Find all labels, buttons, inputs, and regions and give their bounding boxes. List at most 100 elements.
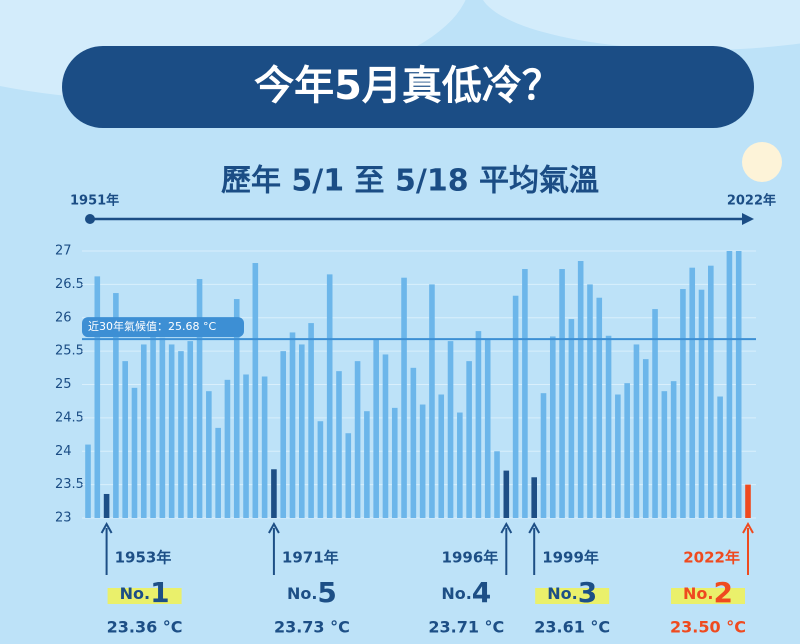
- y-tick-label: 25: [55, 377, 72, 392]
- annotation-arrowhead: [528, 521, 541, 534]
- bar: [233, 299, 240, 518]
- bar: [494, 451, 500, 518]
- annotation-year: 1999年: [542, 549, 599, 567]
- rank-label: No.5: [287, 576, 337, 609]
- bar: [670, 381, 677, 518]
- title-pill: [62, 46, 754, 128]
- bar: [215, 427, 221, 518]
- rank: 2: [713, 576, 732, 609]
- bar: [289, 332, 296, 518]
- bar: [540, 393, 547, 518]
- bar: [224, 379, 231, 518]
- bar: [159, 337, 166, 518]
- bar: [484, 339, 491, 518]
- rank-label: No.2: [683, 576, 733, 609]
- annotation-value: 23.73 °C: [274, 618, 350, 637]
- bar: [577, 261, 584, 518]
- bar: [85, 444, 91, 518]
- annotation-arrowhead: [500, 521, 513, 534]
- annotation-year: 2022年: [683, 549, 740, 567]
- bar: [447, 341, 454, 518]
- bar: [140, 344, 147, 518]
- bar: [299, 344, 305, 518]
- bar: [261, 376, 268, 518]
- bar: [103, 493, 110, 518]
- bar: [466, 361, 472, 518]
- bar: [522, 269, 528, 518]
- rank: 4: [472, 576, 491, 609]
- annotation-value: 23.50 °C: [670, 618, 746, 637]
- rank: 1: [150, 576, 169, 609]
- bar: [708, 265, 714, 518]
- rank-prefix: No.: [287, 584, 317, 603]
- chart-title: 今年5月真低冷？: [254, 63, 562, 109]
- bar: [689, 267, 696, 518]
- bar: [113, 293, 119, 518]
- chart-subtitle: 歷年 5/1 至 5/18 平均氣溫: [221, 164, 599, 199]
- bar: [587, 284, 593, 518]
- bar: [680, 289, 686, 518]
- bar: [187, 341, 194, 518]
- bar: [336, 371, 342, 518]
- rank: 5: [317, 576, 336, 609]
- y-tick-label: 26: [55, 310, 72, 325]
- bar: [503, 470, 510, 518]
- rank-prefix: No.: [547, 584, 577, 603]
- bar: [624, 383, 630, 518]
- bar: [373, 339, 379, 518]
- bar: [512, 295, 519, 518]
- bar: [475, 331, 482, 518]
- bar: [633, 344, 640, 518]
- bar: [429, 284, 435, 518]
- period-start: 1951年: [70, 193, 119, 209]
- bar: [308, 323, 314, 518]
- reference-label-bg: [82, 317, 244, 338]
- bar: [410, 367, 417, 518]
- bar: [568, 319, 575, 518]
- reference-label: 近30年氣候值：25.68 °C: [88, 319, 216, 333]
- rank-highlight: [107, 588, 182, 604]
- bar: [354, 361, 361, 518]
- y-tick-label: 23: [55, 511, 72, 526]
- rank-prefix: No.: [120, 584, 150, 603]
- period-end: 2022年: [727, 193, 776, 209]
- annotation-value: 23.36 °C: [107, 618, 183, 637]
- bar: [661, 391, 668, 518]
- annotation-arrowhead: [742, 521, 754, 534]
- bar: [271, 469, 277, 518]
- timeline-arrow: [742, 213, 754, 225]
- bar: [345, 433, 352, 518]
- bar: [615, 394, 621, 518]
- bar: [131, 387, 138, 518]
- bar: [326, 274, 333, 518]
- bar: [745, 484, 751, 518]
- bar: [94, 276, 101, 518]
- bar: [206, 391, 212, 518]
- sun: [742, 142, 782, 182]
- bar: [401, 277, 407, 518]
- bar: [549, 336, 556, 518]
- bar: [168, 344, 175, 518]
- bar: [364, 411, 370, 518]
- bar: [735, 251, 742, 518]
- annotation-arrowhead: [268, 521, 280, 534]
- bar: [280, 351, 287, 518]
- rank-prefix: No.: [441, 584, 471, 603]
- y-tick-label: 24.5: [55, 410, 84, 425]
- y-tick-label: 27: [55, 244, 72, 259]
- rank-label: No.4: [441, 576, 491, 609]
- bar: [391, 407, 398, 518]
- bar: [438, 394, 445, 518]
- bar: [642, 359, 649, 518]
- bar: [605, 335, 612, 518]
- bar: [419, 404, 426, 518]
- rank-prefix: No.: [683, 584, 713, 603]
- annotation-value: 23.61 °C: [534, 618, 610, 637]
- annotation-year: 1971年: [282, 549, 339, 567]
- y-tick-label: 26.5: [55, 277, 84, 292]
- rank-highlight: [535, 588, 610, 604]
- bar: [122, 361, 128, 518]
- annotation-value: 23.71 °C: [428, 618, 504, 637]
- annotation-year: 1996年: [442, 549, 499, 567]
